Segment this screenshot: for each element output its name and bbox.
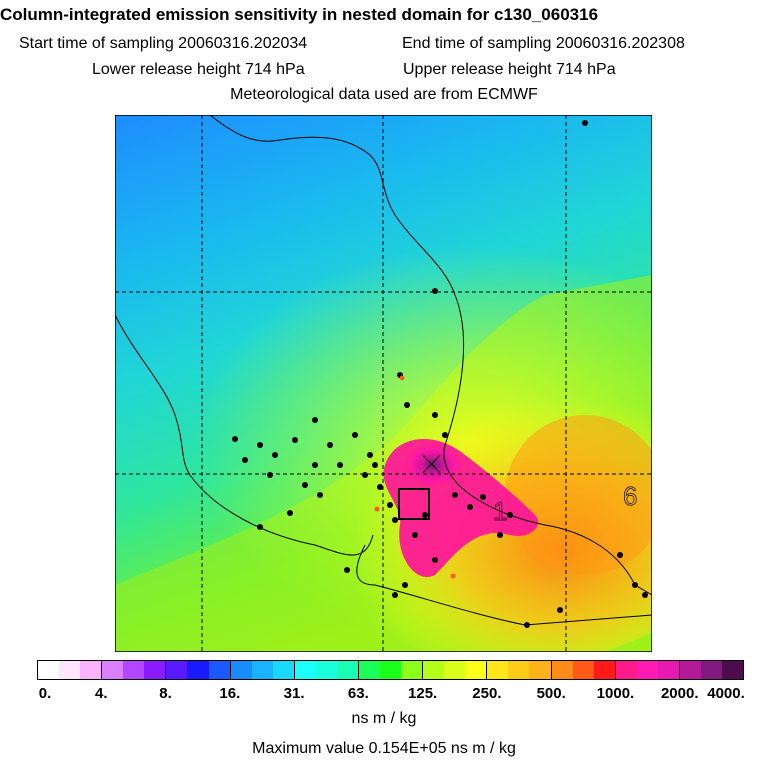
- colorbar-tick-label: 4000.: [707, 685, 745, 702]
- colorbar-segment: [102, 661, 124, 679]
- colorbar-segment: [380, 661, 402, 679]
- colorbar-segment: [294, 661, 316, 679]
- upper-release-label: Upper release height 714 hPa: [403, 61, 616, 78]
- colorbar-segment: [59, 661, 81, 679]
- colorbar-segment: [722, 661, 744, 679]
- colorbar-segment: [572, 661, 594, 679]
- colorbar-tick-label: 250.: [472, 685, 502, 702]
- grid-lines: [115, 115, 652, 652]
- colorbar-tick-label: 2000.: [660, 685, 699, 702]
- coastline: [115, 115, 652, 626]
- start-time-label: Start time of sampling 20060316.202034: [19, 35, 308, 52]
- colorbar-tick-label: 0.: [38, 685, 52, 702]
- colorbar-segment: [144, 661, 167, 679]
- colorbar-segment: [38, 661, 60, 679]
- colorbar-segment: [187, 661, 209, 679]
- colorbar-tick-label: 4.: [95, 685, 108, 702]
- lower-release-label: Lower release height 714 hPa: [92, 61, 305, 78]
- colorbar: [37, 660, 744, 680]
- colorbar-segment: [166, 661, 188, 679]
- colorbar-tick-label: 1000.: [596, 685, 635, 702]
- met-data-label: Meteorological data used are from ECMWF: [230, 86, 538, 103]
- colorbar-segment: [230, 661, 252, 679]
- map-label-6: 6: [623, 481, 637, 511]
- colorbar-tick-label: 63.: [347, 685, 369, 702]
- colorbar-segment: [272, 661, 295, 679]
- release-locations: [232, 120, 648, 628]
- colorbar-segment: [123, 661, 145, 679]
- colorbar-segment: [636, 661, 658, 679]
- colorbar-segment: [615, 661, 637, 679]
- colorbar-segment: [336, 661, 359, 679]
- colorbar-segment: [700, 661, 722, 679]
- colorbar-segment: [593, 661, 616, 679]
- colorbar-tick-label: 31.: [283, 685, 305, 702]
- colorbar-segment: [487, 661, 509, 679]
- colorbar-segment: [208, 661, 231, 679]
- colorbar-units: ns m / kg: [351, 710, 417, 727]
- colorbar-segment: [251, 661, 273, 679]
- colorbar-tick-label: 500.: [536, 685, 566, 702]
- colorbar-segment: [508, 661, 530, 679]
- receptor-box: [398, 488, 430, 520]
- colorbar-tick-label: 125.: [408, 685, 438, 702]
- colorbar-segment: [80, 661, 103, 679]
- end-time-label: End time of sampling 20060316.202308: [402, 35, 685, 52]
- colorbar-segment: [423, 661, 445, 679]
- maximum-value-label: Maximum value 0.154E+05 ns m / kg: [252, 740, 516, 757]
- plot-title: Column-integrated emission sensitivity i…: [0, 5, 599, 24]
- max-marker: [422, 454, 441, 474]
- map-label-1: 1: [493, 496, 507, 526]
- colorbar-segment: [465, 661, 488, 679]
- colorbar-tick-label: 8.: [159, 685, 172, 702]
- highlight-points: [374, 375, 456, 579]
- colorbar-segment: [315, 661, 337, 679]
- colorbar-tick-label: 16.: [219, 685, 241, 702]
- colorbar-segment: [657, 661, 680, 679]
- emission-sensitivity-map: 1 6: [115, 115, 652, 652]
- colorbar-segment: [401, 661, 424, 679]
- colorbar-segment: [358, 661, 380, 679]
- colorbar-segment: [551, 661, 573, 679]
- colorbar-segment: [679, 661, 701, 679]
- colorbar-segment: [444, 661, 466, 679]
- colorbar-segment: [529, 661, 552, 679]
